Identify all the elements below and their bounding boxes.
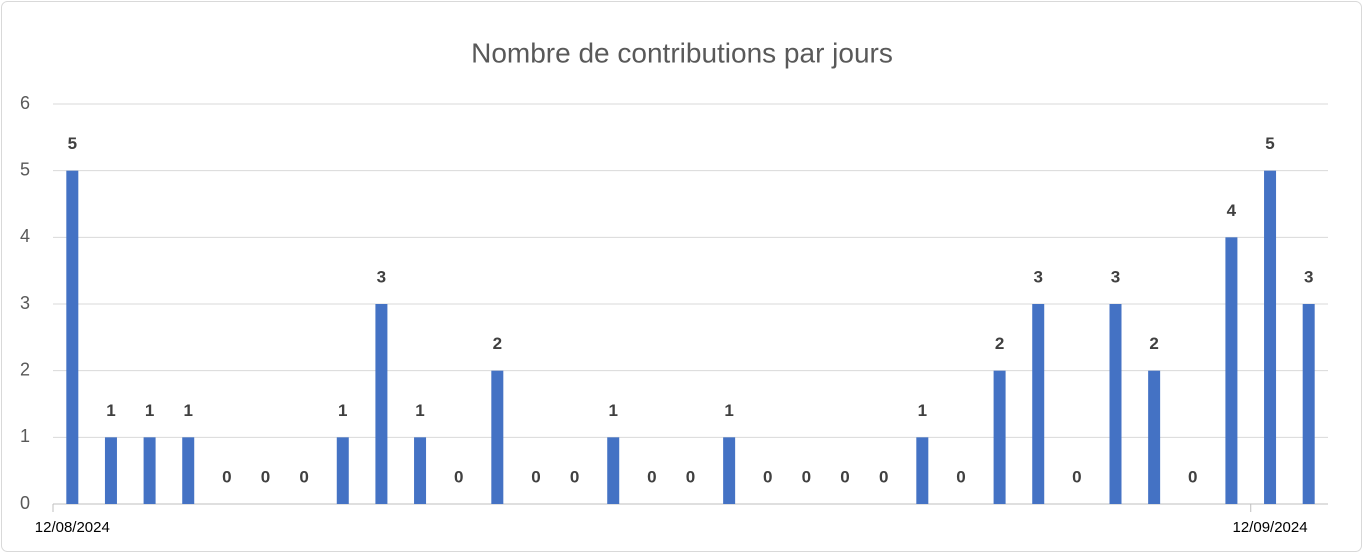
- bar: [182, 437, 195, 504]
- data-label: 1: [338, 401, 347, 420]
- y-tick-label: 4: [20, 226, 30, 246]
- data-label: 0: [570, 467, 579, 486]
- data-label: 3: [1304, 267, 1313, 286]
- bar: [143, 437, 156, 504]
- data-label: 2: [493, 334, 502, 353]
- data-label: 2: [1149, 334, 1158, 353]
- data-label: 3: [1111, 267, 1120, 286]
- data-label: 0: [802, 467, 811, 486]
- bar: [993, 370, 1006, 504]
- data-label: 0: [686, 467, 695, 486]
- bar: [336, 437, 349, 504]
- data-label: 0: [879, 467, 888, 486]
- data-label: 1: [106, 401, 115, 420]
- data-label: 1: [415, 401, 424, 420]
- bar: [1225, 237, 1238, 505]
- data-label: 4: [1227, 201, 1237, 220]
- data-label: 1: [608, 401, 617, 420]
- chart-title: Nombre de contributions par jours: [471, 37, 893, 68]
- y-tick-label: 1: [20, 426, 30, 446]
- bar: [491, 370, 504, 504]
- bar: [1109, 304, 1122, 504]
- y-tick-label: 5: [20, 159, 30, 179]
- bar: [414, 437, 427, 504]
- data-label: 0: [261, 467, 270, 486]
- bar: [66, 170, 79, 504]
- bar: [1032, 304, 1045, 504]
- data-label: 1: [145, 401, 154, 420]
- bar: [375, 304, 388, 504]
- data-label: 2: [995, 334, 1004, 353]
- data-label: 5: [68, 134, 77, 153]
- data-label: 0: [840, 467, 849, 486]
- data-label: 0: [1072, 467, 1081, 486]
- data-label: 1: [918, 401, 927, 420]
- data-label: 1: [183, 401, 192, 420]
- bar: [1302, 304, 1315, 504]
- bar: [723, 437, 736, 504]
- data-label: 0: [763, 467, 772, 486]
- bar: [1148, 370, 1161, 504]
- data-label: 5: [1265, 134, 1274, 153]
- y-tick-label: 3: [20, 293, 30, 313]
- data-label: 1: [724, 401, 733, 420]
- y-tick-label: 6: [20, 93, 30, 113]
- x-tick-label: 12/09/2024: [1233, 519, 1308, 536]
- data-label: 0: [647, 467, 656, 486]
- data-label: 0: [454, 467, 463, 486]
- data-label: 0: [1188, 467, 1197, 486]
- data-label: 0: [956, 467, 965, 486]
- data-label: 3: [377, 267, 386, 286]
- x-tick-label: 12/08/2024: [35, 519, 110, 536]
- y-tick-label: 0: [20, 493, 30, 513]
- bar: [1264, 170, 1277, 504]
- bar: [607, 437, 620, 504]
- bar: [104, 437, 117, 504]
- y-tick-label: 2: [20, 359, 30, 379]
- data-label: 3: [1033, 267, 1042, 286]
- bar: [916, 437, 929, 504]
- data-label: 0: [299, 467, 308, 486]
- data-label: 0: [531, 467, 540, 486]
- data-label: 0: [222, 467, 231, 486]
